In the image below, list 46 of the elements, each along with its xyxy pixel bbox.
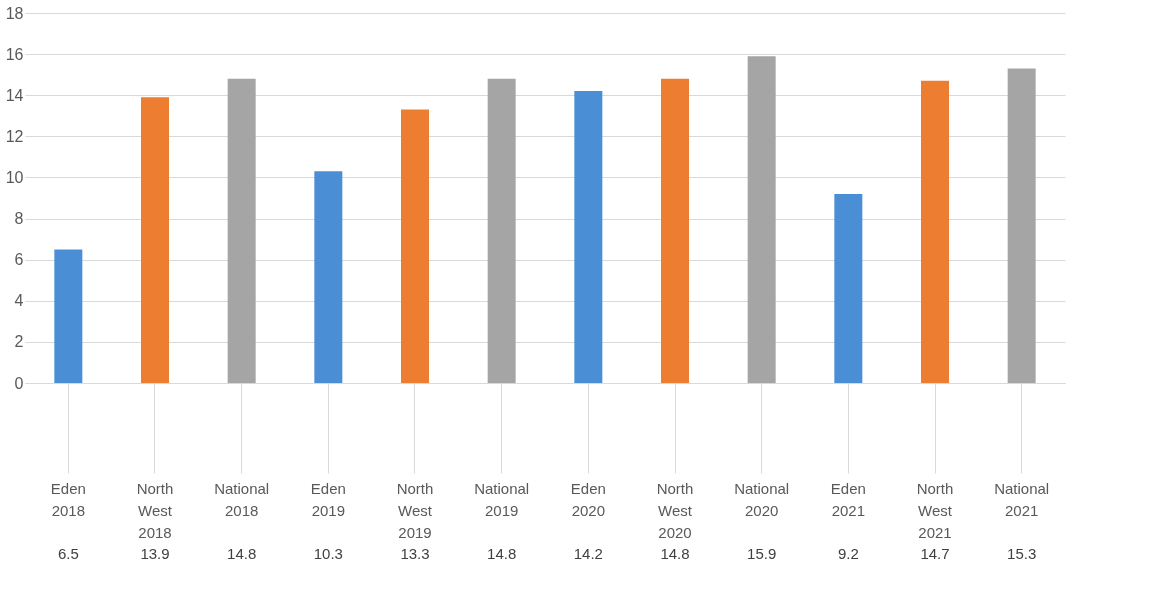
data-label: 10.3	[313, 545, 343, 562]
x-tick-label: National 2020	[734, 479, 790, 519]
data-label: 14.8	[487, 545, 517, 562]
x-tick-label: North West 2019	[396, 479, 434, 541]
data-label: 15.3	[1007, 545, 1037, 562]
bar	[141, 97, 169, 383]
y-tick-label: 6	[14, 251, 24, 269]
data-label: 14.2	[573, 545, 603, 562]
x-tick-label: Eden 2020	[570, 479, 606, 519]
y-tick-label: 10	[5, 168, 24, 186]
data-label: 15.9	[747, 545, 777, 562]
y-tick-label: 2	[14, 333, 24, 351]
data-label: 13.3	[400, 545, 430, 562]
bar	[227, 78, 256, 383]
bar	[1007, 68, 1036, 383]
x-tick-label: North West 2020	[656, 479, 694, 541]
bar	[834, 193, 863, 383]
bar	[401, 109, 429, 383]
bar	[487, 78, 516, 383]
y-tick-label: 18	[5, 4, 24, 22]
data-label: 9.2	[837, 545, 859, 562]
bar	[747, 56, 776, 383]
y-tick-label: 8	[14, 210, 24, 228]
x-tick-label: Eden 2018	[50, 479, 86, 519]
x-tick-label: National 2018	[214, 479, 270, 519]
data-label: 14.7	[920, 545, 950, 562]
x-tick-label: National 2021	[994, 479, 1050, 519]
y-tick-label: 0	[14, 374, 24, 392]
x-tick-label: North West 2018	[136, 479, 174, 541]
data-label: 14.8	[660, 545, 690, 562]
bar	[661, 78, 689, 383]
y-tick-label: 16	[5, 45, 24, 63]
x-tick-label: North West 2021	[916, 479, 954, 541]
bar	[921, 80, 949, 383]
y-tick-label: 4	[14, 292, 24, 310]
bar	[54, 249, 83, 383]
x-tick-label: Eden 2021	[830, 479, 866, 519]
y-tick-label: 12	[5, 127, 24, 145]
data-label: 14.8	[227, 545, 257, 562]
data-label: 6.5	[57, 545, 79, 562]
x-tick-label: Eden 2019	[310, 479, 346, 519]
data-label: 13.9	[140, 545, 170, 562]
bar	[314, 171, 343, 383]
bar	[574, 91, 603, 383]
x-tick-label: National 2019	[474, 479, 530, 519]
y-tick-label: 14	[5, 86, 24, 104]
